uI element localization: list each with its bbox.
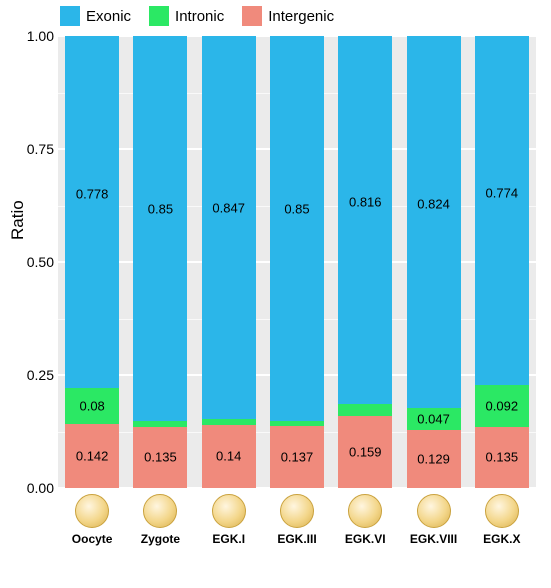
x-label-egk.x: EGK.X (475, 494, 529, 546)
segment-intronic: 0.08 (65, 388, 119, 424)
x-category-label: Oocyte (65, 532, 119, 546)
segment-value-label: 0.135 (475, 450, 529, 465)
segment-intronic: 0.013 (202, 419, 256, 425)
x-label-egk.viii: EGK.VIII (407, 494, 461, 546)
segment-exonic: 0.85 (133, 36, 187, 420)
segment-value-label: 0.135 (133, 450, 187, 465)
y-tick-label: 0.50 (26, 254, 54, 270)
bar-egk.x: 0.135 0.092 0.774 (475, 36, 529, 488)
x-label-egk.vi: EGK.VI (338, 494, 392, 546)
segment-value-label: 0.774 (475, 185, 529, 200)
x-category-label: Zygote (133, 532, 187, 546)
segment-value-label: 0.137 (270, 450, 324, 465)
segment-value-label: 0.142 (65, 448, 119, 463)
segment-intergenic: 0.135 (475, 427, 529, 488)
stage-icon (75, 494, 109, 528)
x-axis-labels: Oocyte Zygote EGK.I EGK.III EGK.VI EGK.VIII EG… (58, 494, 536, 546)
stage-icon (348, 494, 382, 528)
segment-intronic: 0.012 (270, 421, 324, 426)
segment-value-label: 0.824 (407, 196, 461, 211)
segment-intronic: 0.014 (133, 421, 187, 427)
bar-egk.viii: 0.129 0.047 0.824 (407, 36, 461, 488)
segment-value-label: 0.85 (133, 202, 187, 217)
x-category-label: EGK.I (202, 532, 256, 546)
segment-value-label: 0.092 (475, 399, 529, 414)
stage-icon (143, 494, 177, 528)
legend-swatch (242, 6, 262, 26)
y-tick-label: 0.25 (26, 367, 54, 383)
legend-label: Exonic (86, 8, 131, 25)
segment-value-label: 0.847 (202, 201, 256, 216)
legend: Exonic Intronic Intergenic (60, 6, 334, 26)
segment-exonic: 0.778 (65, 36, 119, 388)
bar-egk.vi: 0.159 0.026 0.816 (338, 36, 392, 488)
segment-intergenic: 0.142 (65, 424, 119, 488)
legend-label: Intergenic (268, 8, 334, 25)
segment-value-label: 0.778 (65, 187, 119, 202)
bar-oocyte: 0.142 0.08 0.778 (65, 36, 119, 488)
segment-intronic: 0.026 (338, 404, 392, 416)
x-label-zygote: Zygote (133, 494, 187, 546)
segment-value-label: 0.159 (338, 445, 392, 460)
x-category-label: EGK.VIII (407, 532, 461, 546)
ratio-stacked-bar-chart: ExonicIntronicIntergenic Ratio 0.000.250… (0, 0, 551, 588)
segment-value-label: 0.129 (407, 451, 461, 466)
segment-value-label: 0.08 (65, 398, 119, 413)
bar-egk.i: 0.14 0.013 0.847 (202, 36, 256, 488)
y-tick-label: 0.00 (26, 480, 54, 496)
y-tick-label: 0.75 (26, 141, 54, 157)
bar-egk.iii: 0.137 0.012 0.85 (270, 36, 324, 488)
bars-container: 0.142 0.08 0.778 0.135 0.014 0.85 0.14 0.013 0.8… (58, 36, 536, 488)
legend-swatch (60, 6, 80, 26)
stage-icon (212, 494, 246, 528)
segment-exonic: 0.85 (270, 36, 324, 420)
segment-exonic: 0.847 (202, 36, 256, 419)
segment-exonic: 0.824 (407, 36, 461, 408)
segment-value-label: 0.816 (338, 194, 392, 209)
x-category-label: EGK.X (475, 532, 529, 546)
segment-intergenic: 0.129 (407, 430, 461, 488)
legend-item-exonic: Exonic (60, 6, 131, 26)
y-axis-title: Ratio (8, 200, 28, 240)
x-label-egk.i: EGK.I (202, 494, 256, 546)
x-label-egk.iii: EGK.III (270, 494, 324, 546)
legend-item-intergenic: Intergenic (242, 6, 334, 26)
x-label-oocyte: Oocyte (65, 494, 119, 546)
y-tick-label: 1.00 (26, 28, 54, 44)
legend-label: Intronic (175, 8, 224, 25)
segment-exonic: 0.816 (338, 36, 392, 405)
segment-value-label: 0.14 (202, 449, 256, 464)
segment-intergenic: 0.159 (338, 416, 392, 488)
legend-swatch (149, 6, 169, 26)
stage-icon (485, 494, 519, 528)
segment-value-label: 0.85 (270, 202, 324, 217)
segment-intergenic: 0.14 (202, 425, 256, 488)
segment-intergenic: 0.135 (133, 427, 187, 488)
x-category-label: EGK.VI (338, 532, 392, 546)
stage-icon (280, 494, 314, 528)
plot-area: 0.142 0.08 0.778 0.135 0.014 0.85 0.14 0.013 0.8… (58, 36, 536, 488)
x-category-label: EGK.III (270, 532, 324, 546)
segment-intronic: 0.092 (475, 385, 529, 427)
segment-exonic: 0.774 (475, 36, 529, 386)
segment-intronic: 0.047 (407, 408, 461, 429)
bar-zygote: 0.135 0.014 0.85 (133, 36, 187, 488)
stage-icon (417, 494, 451, 528)
legend-item-intronic: Intronic (149, 6, 224, 26)
segment-value-label: 0.047 (407, 412, 461, 427)
segment-intergenic: 0.137 (270, 426, 324, 488)
